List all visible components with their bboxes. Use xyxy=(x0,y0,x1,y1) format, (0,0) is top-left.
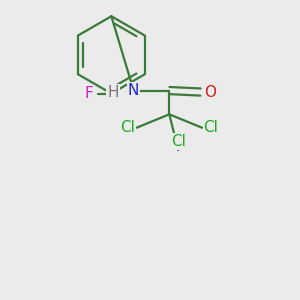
Text: Cl: Cl xyxy=(171,134,186,149)
Text: N: N xyxy=(128,83,139,98)
Text: Cl: Cl xyxy=(203,120,218,135)
Text: F: F xyxy=(85,86,94,101)
Text: Cl: Cl xyxy=(120,120,135,135)
Text: H: H xyxy=(107,85,119,100)
Text: O: O xyxy=(204,85,216,100)
